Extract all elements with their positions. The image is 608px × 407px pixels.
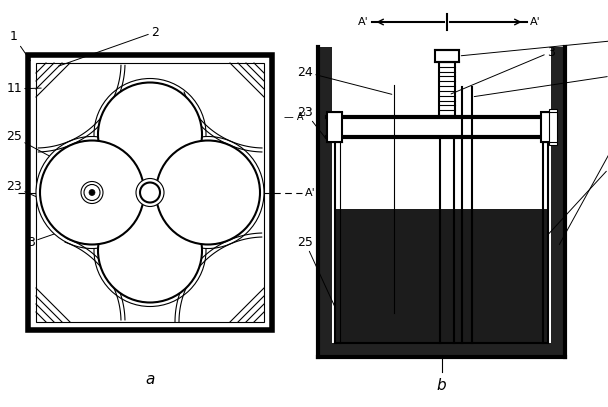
Circle shape (94, 195, 206, 306)
Text: 21: 21 (474, 68, 608, 96)
Bar (335, 137, 548, 343)
Bar (549, 109, 557, 145)
Circle shape (156, 140, 260, 245)
Circle shape (98, 199, 202, 302)
Circle shape (136, 179, 164, 206)
Text: 11: 11 (6, 83, 41, 96)
Text: A': A' (530, 17, 541, 27)
Text: 24: 24 (297, 66, 392, 94)
Circle shape (98, 83, 202, 186)
Text: 25: 25 (297, 236, 339, 315)
Bar (551, 47, 565, 357)
Text: 22: 22 (461, 33, 608, 56)
Text: 23: 23 (297, 105, 325, 138)
Bar (327, 112, 342, 142)
Text: b: b (437, 378, 446, 392)
Bar (541, 112, 556, 142)
Circle shape (84, 184, 100, 201)
Circle shape (36, 136, 148, 249)
Text: 23: 23 (6, 180, 92, 221)
Text: — A': — A' (284, 112, 306, 122)
Text: 11: 11 (545, 155, 608, 238)
Text: 2: 2 (58, 26, 159, 66)
Text: 3: 3 (27, 198, 157, 249)
Text: 1: 1 (559, 120, 608, 245)
Bar (318, 47, 332, 357)
Bar (318, 343, 565, 357)
Text: A': A' (358, 17, 368, 27)
Text: 1: 1 (10, 31, 30, 61)
Circle shape (140, 182, 160, 203)
Text: 25: 25 (6, 131, 92, 179)
Text: A': A' (305, 188, 316, 197)
Text: a: a (145, 372, 154, 387)
Circle shape (94, 79, 206, 190)
Circle shape (89, 190, 95, 195)
Bar (36, 63, 264, 322)
Circle shape (40, 140, 144, 245)
Bar (28, 55, 272, 330)
Bar (435, 50, 458, 62)
Bar (335, 209, 548, 343)
Bar (327, 117, 556, 137)
Text: 3: 3 (451, 46, 555, 94)
Circle shape (81, 182, 103, 204)
Circle shape (152, 136, 264, 249)
